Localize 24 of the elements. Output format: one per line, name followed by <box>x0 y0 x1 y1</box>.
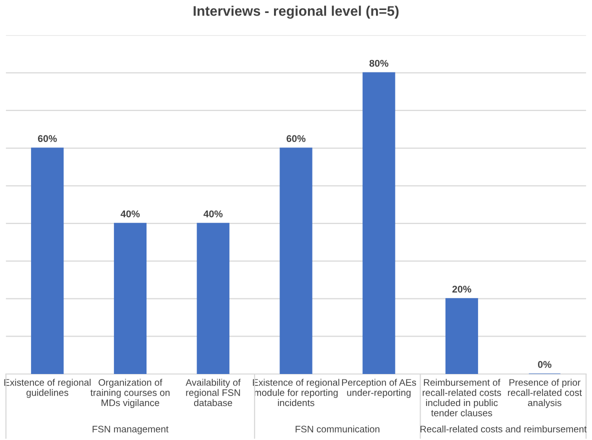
data-label: 60% <box>286 135 306 142</box>
x-tick-label: Presence of prior recall-related cost analysis <box>508 378 582 408</box>
bar <box>445 298 478 374</box>
bar <box>280 148 312 374</box>
x-tick-label: Organization of training courses on MDs vigilance <box>90 378 170 408</box>
data-label: 40% <box>204 210 223 218</box>
data-label: 80% <box>369 60 388 67</box>
data-label: 60% <box>38 135 57 142</box>
text: Recall-related costs and reimbursement <box>420 426 587 432</box>
x-tick-label: Reimbursement of recall-related costs included in public tender clauses <box>422 378 502 416</box>
bar <box>196 222 230 374</box>
data-label: 0% <box>538 361 552 368</box>
bar <box>31 148 64 374</box>
text: FSN management <box>92 426 168 434</box>
x-tick-label: Existence of regional guidelines <box>4 378 91 398</box>
x-tick-label: Availability of regional FSN database <box>186 378 241 406</box>
data-label: 20% <box>452 286 472 293</box>
text: FSN communication <box>296 426 380 432</box>
x-tick-label: Perception of AEs under-reporting <box>342 378 416 398</box>
bar <box>362 72 396 374</box>
chart-title: Interviews - regional level (n=5) <box>194 6 399 19</box>
data-label: 40% <box>120 210 140 218</box>
x-tick-label: Existence of regional module for reporting incidents <box>252 378 340 406</box>
bar <box>114 222 147 374</box>
